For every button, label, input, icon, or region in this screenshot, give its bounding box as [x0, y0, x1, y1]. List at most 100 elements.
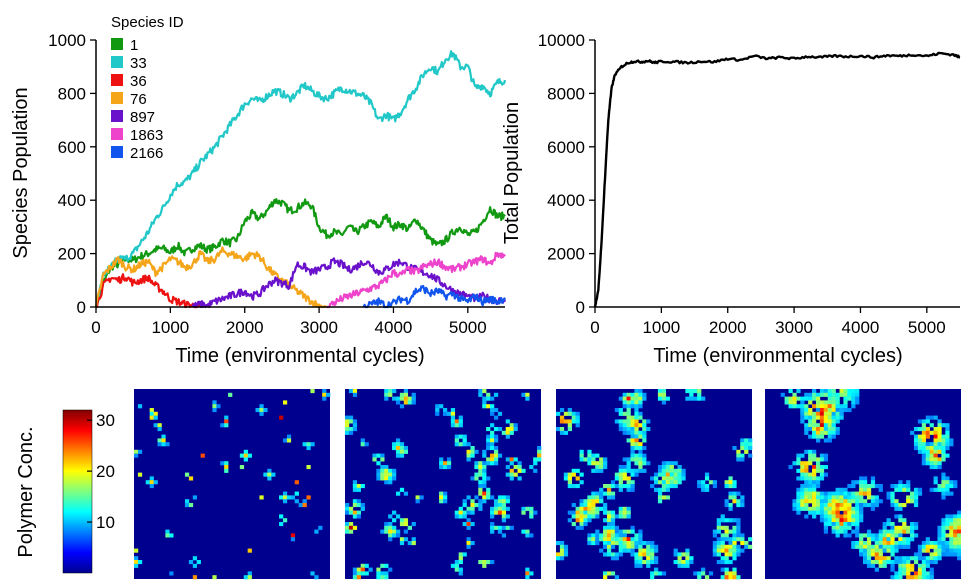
- heatmap-cell: [490, 514, 495, 519]
- heatmap-cell: [419, 495, 424, 500]
- heatmap-cell: [567, 480, 572, 485]
- heatmap-cell: [906, 563, 911, 568]
- heatmap-cell: [831, 506, 836, 511]
- heatmap-cell: [618, 506, 623, 511]
- heatmap-cell: [661, 392, 667, 397]
- heatmap-cell: [622, 537, 627, 542]
- heatmap-cell: [634, 419, 639, 424]
- heatmap-cell: [380, 575, 385, 580]
- heatmap-cell: [890, 533, 895, 538]
- heatmap-cell: [626, 423, 631, 428]
- heatmap-cell: [866, 487, 872, 492]
- heatmap-cell: [352, 510, 358, 515]
- heatmap-cell: [681, 563, 686, 568]
- heatmap-cell: [622, 533, 627, 538]
- heatmap-cell: [403, 518, 409, 523]
- heatmap-cell: [748, 537, 753, 542]
- heatmap-cell: [732, 533, 737, 538]
- heatmap-cell: [712, 541, 718, 546]
- heatmap-cell: [847, 506, 852, 511]
- heatmap-cell: [610, 518, 616, 523]
- heatmap-cell: [446, 461, 452, 466]
- heatmap-cell: [937, 434, 942, 439]
- heatmap-cell: [933, 476, 938, 481]
- heatmap-cell: [953, 552, 958, 557]
- heatmap-cell: [618, 468, 623, 473]
- heatmap-cell: [533, 461, 538, 466]
- heatmap-cell: [571, 472, 576, 477]
- heatmap-cell: [567, 472, 572, 477]
- heatmap-cell: [847, 503, 852, 508]
- heatmap-cell: [882, 563, 887, 568]
- heatmap-cell: [149, 484, 154, 489]
- heatmap-cell: [677, 476, 682, 481]
- heatmap-cell: [945, 442, 950, 447]
- heatmap-cell: [894, 560, 899, 565]
- heatmap-cell: [525, 396, 530, 401]
- heatmap-cell: [267, 468, 272, 473]
- heatmap-cell: [661, 487, 667, 492]
- heatmap-cell: [847, 491, 852, 496]
- heatmap-cell: [870, 548, 876, 553]
- heatmap-cell: [599, 468, 604, 473]
- heatmap-cell: [819, 408, 825, 413]
- heatmap-cell: [913, 552, 919, 557]
- heatmap-cell: [673, 560, 678, 565]
- heatmap-cell: [501, 430, 507, 435]
- heatmap-cell: [603, 491, 608, 496]
- heatmap-cell: [490, 495, 495, 500]
- heatmap-cell: [819, 468, 825, 473]
- heatmap-cell: [614, 556, 620, 561]
- heatmap-cell: [937, 484, 942, 489]
- heatmap-cell: [827, 400, 832, 405]
- heatmap-cell: [863, 499, 868, 504]
- heatmap-cell: [957, 541, 961, 546]
- heatmap-cell: [808, 453, 813, 458]
- heatmap-cell: [399, 442, 405, 447]
- heatmap-cell: [728, 491, 733, 496]
- heatmap-cell: [740, 537, 745, 542]
- heatmap-cell: [537, 446, 542, 451]
- heatmap-cell: [614, 514, 620, 519]
- heatmap-cell: [843, 495, 848, 500]
- heatmap-cell: [929, 430, 934, 435]
- heatmap-cell: [263, 472, 268, 477]
- heatmap-cell: [563, 419, 569, 424]
- heatmap-cell: [599, 457, 604, 462]
- heatmap-cell: [886, 518, 891, 523]
- heatmap-cell: [356, 484, 361, 489]
- heatmap-cell: [847, 389, 852, 394]
- heatmap-cell: [812, 480, 817, 485]
- heatmap-cell: [878, 541, 883, 546]
- heatmap-cell: [626, 438, 631, 443]
- heatmap-cell: [921, 453, 927, 458]
- heatmap-cell: [917, 491, 923, 496]
- heatmap-cell: [941, 533, 946, 538]
- heatmap-cell: [716, 552, 721, 557]
- heatmap-cell: [681, 552, 686, 557]
- heatmap-cell: [815, 408, 821, 413]
- heatmap-cell: [859, 476, 864, 481]
- heatmap-cell: [439, 404, 444, 409]
- heatmap-cell: [247, 571, 252, 576]
- heatmap-cell: [279, 514, 284, 519]
- heatmap-cell: [630, 423, 635, 428]
- heatmap-cell: [134, 556, 139, 561]
- heatmap-cell: [376, 567, 381, 572]
- heatmap-cell: [642, 427, 647, 432]
- heatmap-cell: [894, 484, 899, 489]
- heatmap-cell: [630, 430, 635, 435]
- heatmap-cell: [224, 419, 229, 424]
- heatmap-cell: [352, 503, 358, 508]
- heatmap-cell: [669, 461, 674, 466]
- heatmap-cell: [788, 404, 793, 409]
- heatmap-cell: [646, 541, 651, 546]
- heatmap-cell: [482, 484, 487, 489]
- heatmap-cell: [603, 552, 608, 557]
- heatmap-cell: [843, 506, 848, 511]
- heatmap-cell: [279, 522, 284, 527]
- heatmap-cell: [800, 468, 805, 473]
- heatmap-cell: [267, 472, 272, 477]
- heatmap-cell: [933, 415, 938, 420]
- heatmap-cell: [286, 434, 292, 439]
